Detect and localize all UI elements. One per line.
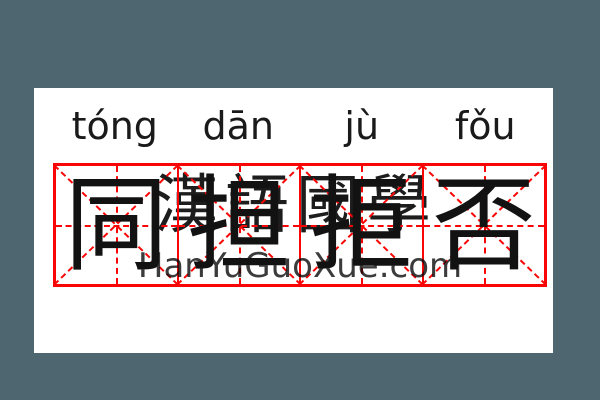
grid-cell: 同 (56, 166, 177, 284)
character-practice-grid: 同 担 拒 否 (53, 163, 547, 287)
pinyin-row: tóng dān jù fǒu (53, 100, 547, 152)
pinyin-syllable: tóng (71, 104, 158, 148)
cjk-watermark: 漢語國學 (154, 169, 438, 243)
pinyin-syllable: fǒu (454, 104, 516, 148)
grid-cell: 否 (421, 166, 544, 284)
grid-cell: 担 (176, 166, 299, 284)
white-card-background (34, 88, 553, 353)
pinyin-syllable: dān (202, 104, 275, 148)
pinyin-syllable: jù (344, 104, 380, 148)
hanzi-character: 否 (431, 166, 536, 284)
hanzi-character: 拒 (309, 166, 414, 284)
hanzi-character: 担 (186, 166, 291, 284)
site-watermark: HanYuGuoXue.com (137, 246, 463, 286)
hanzi-character: 同 (64, 166, 169, 284)
